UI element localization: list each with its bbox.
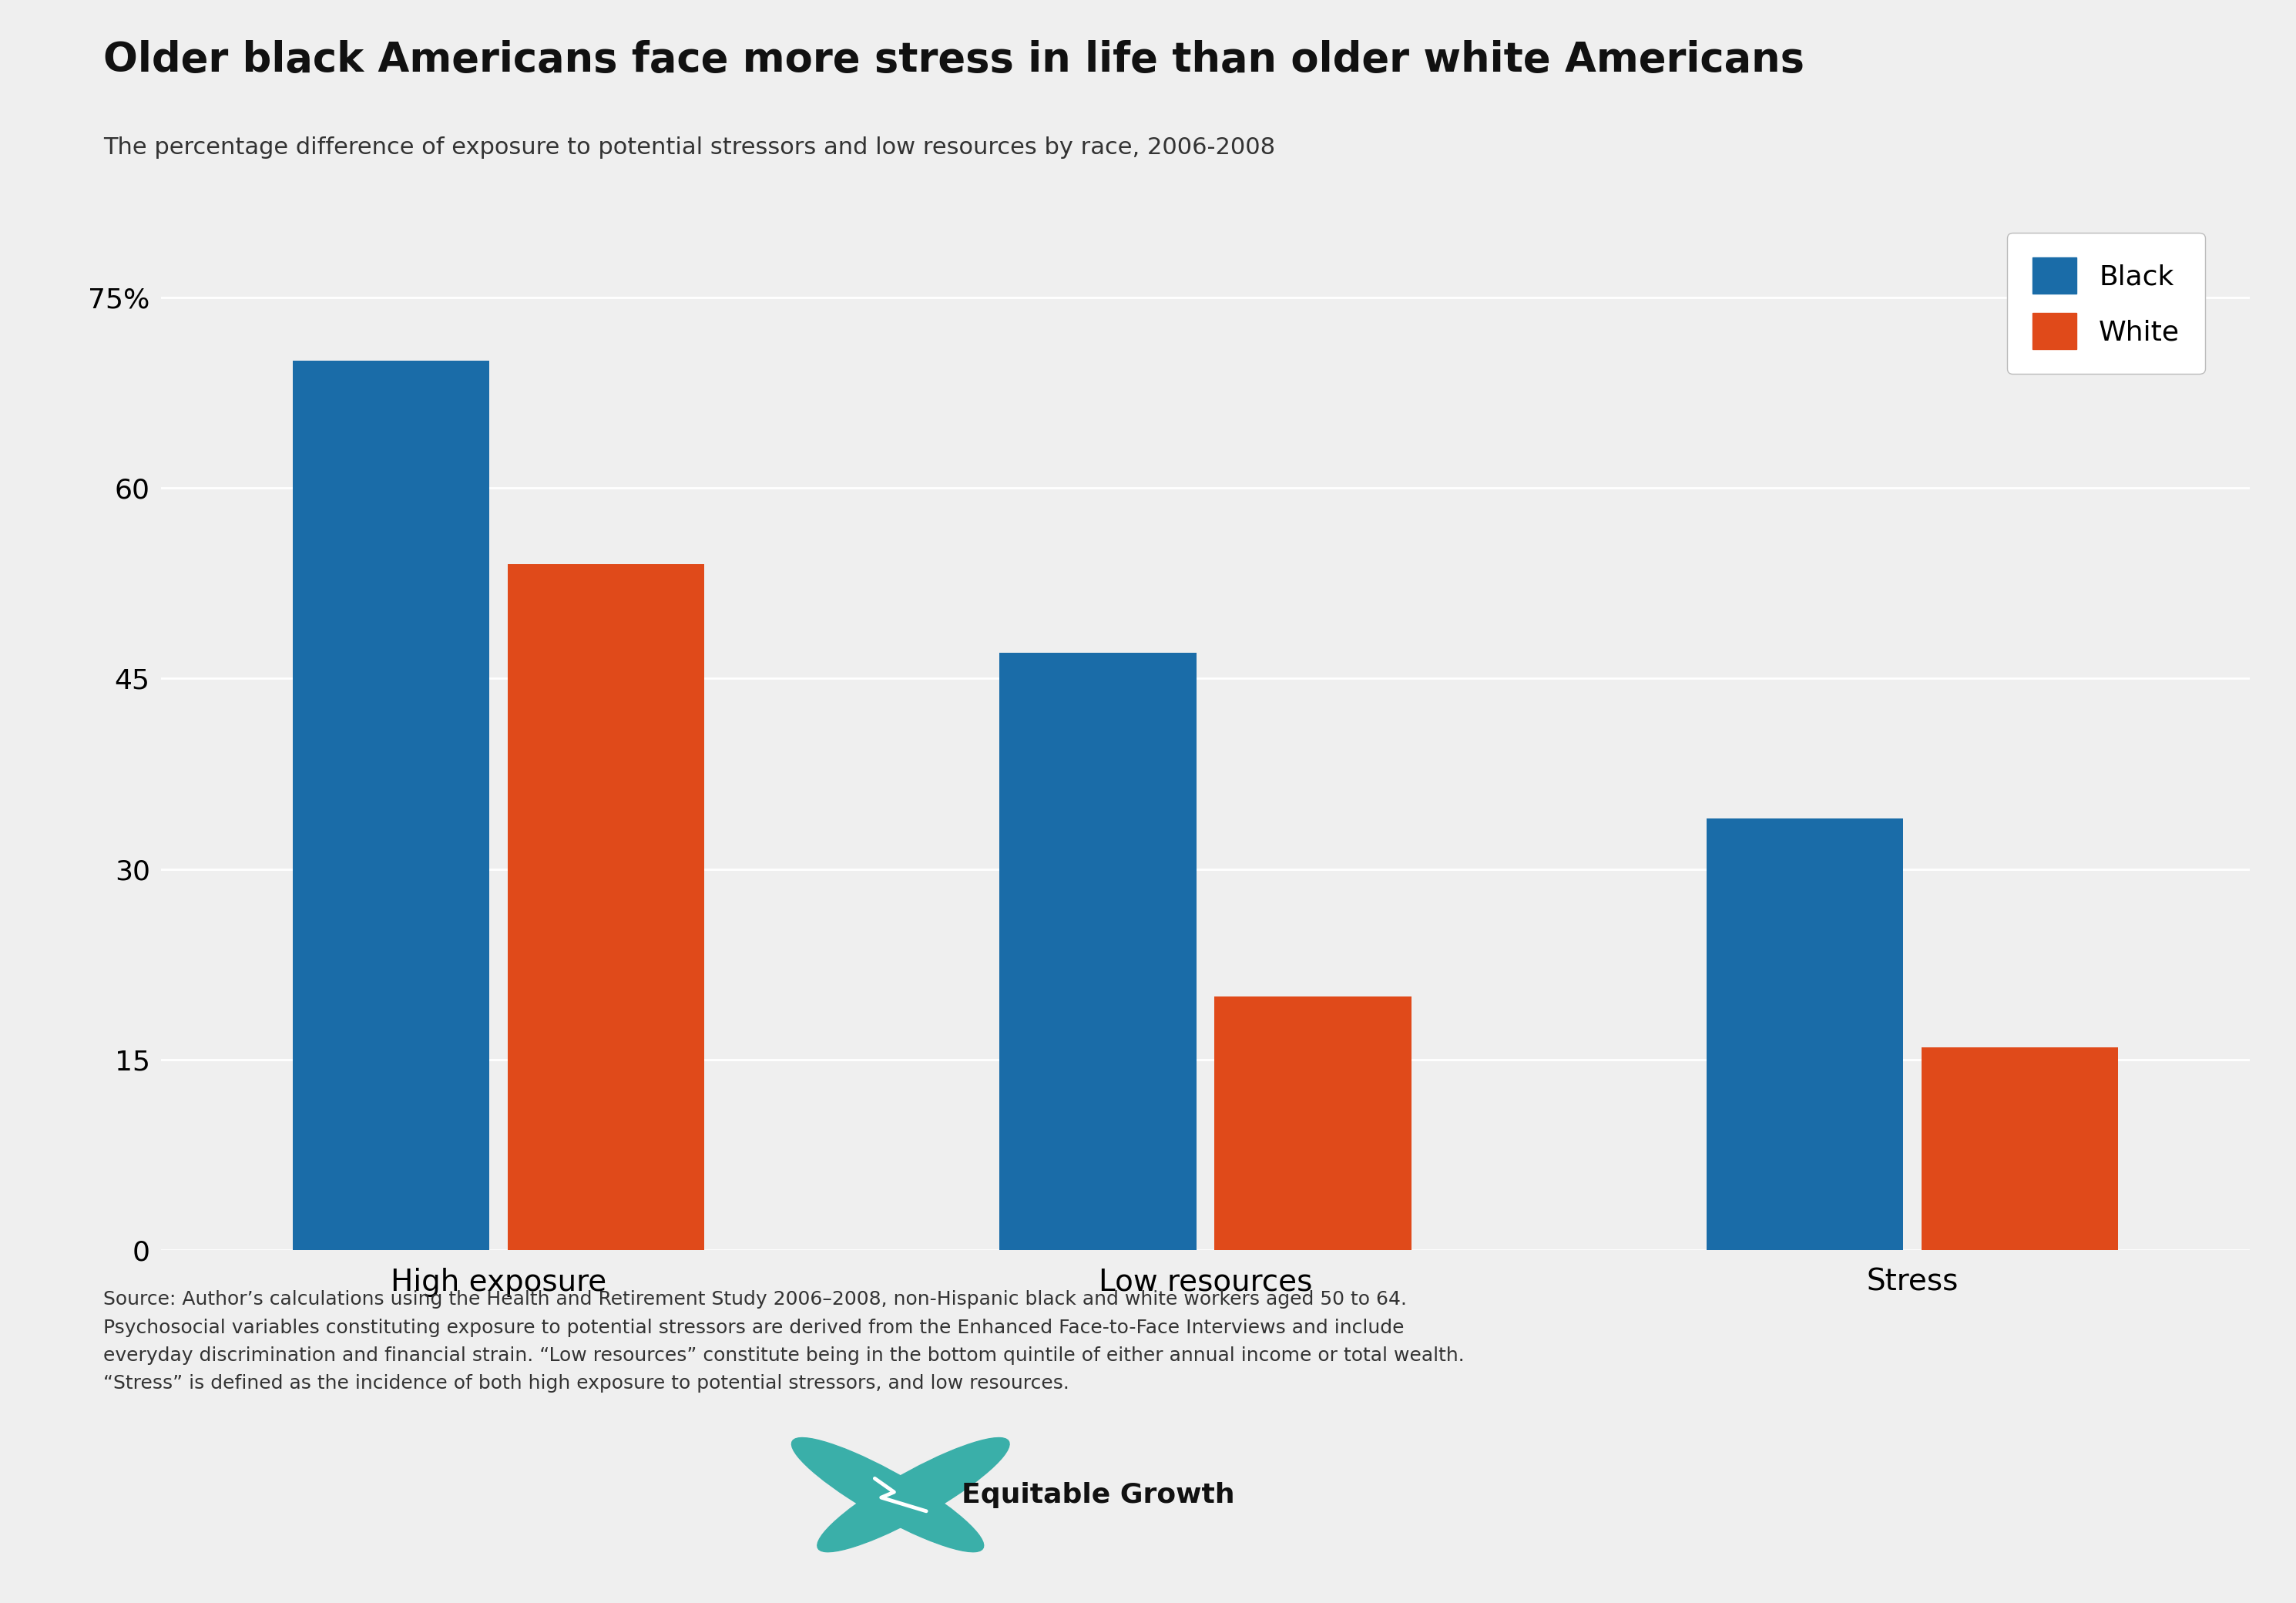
Text: Equitable Growth: Equitable Growth xyxy=(962,1481,1235,1508)
Bar xyxy=(1215,995,1412,1250)
Bar xyxy=(999,652,1196,1250)
Bar xyxy=(294,361,489,1250)
Text: Older black Americans face more stress in life than older white Americans: Older black Americans face more stress i… xyxy=(103,40,1805,80)
Ellipse shape xyxy=(817,1438,1010,1552)
Legend: Black, White: Black, White xyxy=(2007,232,2204,373)
Text: Source: Author’s calculations using the Health and Retirement Study 2006–2008, n: Source: Author’s calculations using the … xyxy=(103,1290,1465,1393)
Bar xyxy=(507,564,705,1250)
Ellipse shape xyxy=(792,1438,983,1552)
Text: The percentage difference of exposure to potential stressors and low resources b: The percentage difference of exposure to… xyxy=(103,136,1274,159)
Bar xyxy=(1922,1047,2117,1250)
Bar xyxy=(1706,818,1903,1250)
